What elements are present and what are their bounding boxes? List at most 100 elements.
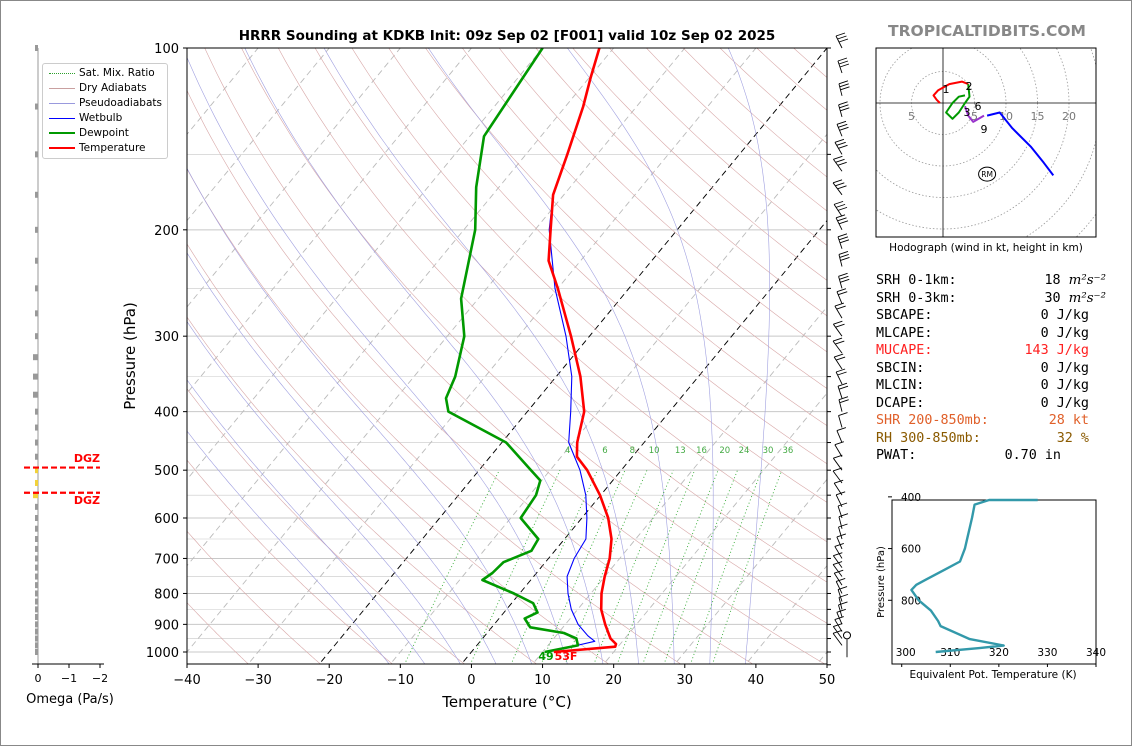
hodo-height-label: 2 [966,80,973,93]
barb-feather [838,396,849,401]
x-tick-label: 30 [677,673,694,688]
barb-feather [833,200,844,205]
barb-shaft [832,555,843,568]
barb-feather [835,158,845,163]
barb-shaft [832,340,843,354]
minus20-isotherm [318,48,827,664]
hodo-ring-label: 5 [971,110,978,123]
barb-feather [838,80,849,85]
mixing-ratio-label: 6 [602,446,607,456]
barb-feather [839,83,849,88]
barb-shaft [835,371,843,385]
wind-barb [832,179,847,196]
barb-feather [836,120,847,125]
x-tick-label: 40 [748,673,765,688]
dewpoint-line [444,48,580,654]
theta-x-tick-label: 300 [896,647,916,659]
moist-adiabat [428,48,675,664]
theta-y-label: Pressure (hPa) [876,546,887,618]
isotherm-line [603,392,827,664]
barb-feather [834,616,844,620]
wind-barb [832,552,843,568]
barb-shaft [838,516,843,529]
stat-srh-0-1km: SRH 0-1km: 18 m²s⁻² [876,273,1106,288]
mixing-ratio-label: 16 [696,446,707,456]
theta-y-tick-label: 400 [901,492,921,504]
stat-pwat: PWAT: 0.70 in [876,448,1061,463]
barb-feather [839,104,849,109]
theta-x-label: Equivalent Pot. Temperature (K) [909,669,1076,681]
hodo-ring-label: 10 [999,110,1013,123]
barb-feather [839,275,849,280]
mixing-ratio-line [642,470,719,664]
hodo-ring-label: 5 [908,110,915,123]
moist-adiabat [187,252,497,664]
wind-barb [836,120,849,137]
barb-feather [836,141,846,146]
isotherm-line [745,565,827,664]
barb-feather [838,60,849,65]
barb-feather [838,513,849,518]
isotherm-line [389,133,827,664]
calm-wind-circle [843,631,851,640]
wind-barb [836,608,846,625]
omega-bar [35,535,38,542]
stat-mucape: MUCAPE: 143 J/kg [876,343,1089,358]
stat-mlcape: MLCAPE: 0 J/kg [876,325,1089,341]
barb-feather [833,155,843,160]
barb-feather [837,185,847,190]
barb-feather [838,101,848,106]
barb-feather [837,217,847,222]
barb-feather [836,578,846,582]
theta-x-tick-label: 330 [1037,647,1057,659]
hodo-ring-label: 15 [1031,110,1045,123]
wind-barb [832,337,845,354]
dry-adiabat [187,168,682,664]
dry-adiabat [204,48,826,664]
stat-rh-300-850: RH 300-850mb: 32 % [876,430,1089,446]
omega-bar [35,590,38,597]
moist-adiabat [567,48,714,664]
barb-feather [837,161,847,166]
x-tick-label: −10 [387,673,414,688]
barb-feather [836,427,847,431]
wind-barb [833,569,844,586]
barb-feather [838,123,848,128]
temperature-line [547,48,618,654]
barb-feather [832,467,843,472]
omega-bar [35,191,38,198]
hodo-height-label: 1 [943,83,950,96]
y-tick-label: 700 [154,552,179,567]
wind-barb [838,251,850,267]
barb-feather [835,182,845,187]
wind-barb [838,80,850,96]
dry-adiabat [314,48,827,543]
barb-feather [837,586,848,590]
omega-bar [35,333,38,340]
barb-shaft [834,619,843,632]
omega-bar [35,285,38,292]
barb-feather [837,57,848,62]
omega-bar [35,479,38,486]
barb-feather [840,278,850,283]
wind-barb [832,320,845,337]
omega-tick-label: −1 [61,672,77,685]
surface-temperature-label: 53F [555,650,578,663]
mixing-ratio-label: 30 [763,446,774,456]
moist-adiabat [323,48,639,664]
mixing-ratio-label: 10 [649,446,660,456]
barb-shaft [834,444,843,457]
barb-feather [835,214,846,219]
barb-feather [836,533,847,538]
barb-feather [834,543,844,547]
barb-shaft [832,633,843,646]
barb-shaft [836,536,843,550]
dry-adiabat [187,388,465,664]
barb-feather [835,340,845,345]
mixing-ratio-label: 24 [739,446,750,456]
wind-barb [838,396,849,412]
moist-adiabat [187,56,568,664]
omega-bar [35,613,38,620]
moist-adiabat [728,48,770,664]
omega-bar [35,226,38,233]
